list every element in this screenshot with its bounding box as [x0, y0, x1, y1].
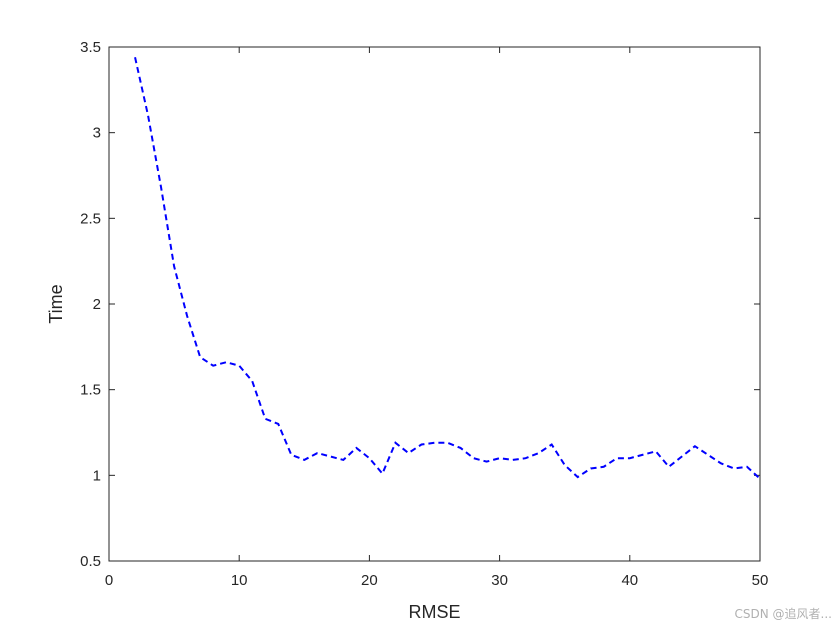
y-axis-label: Time	[46, 284, 66, 323]
y-tick-label: 1.5	[80, 382, 101, 399]
x-tick-label: 0	[105, 572, 113, 589]
x-tick-label: 40	[621, 572, 638, 589]
y-axis-ticks: 0.5 1 1.5 2 2.5 3 3.5	[80, 39, 760, 570]
x-axis-ticks: 0 10 20 30 40 50	[105, 47, 769, 589]
x-tick-label: 50	[752, 572, 769, 589]
y-tick-label: 0.5	[80, 553, 101, 570]
y-tick-label: 1	[93, 467, 101, 484]
x-tick-label: 10	[231, 572, 248, 589]
y-tick-label: 2.5	[80, 210, 101, 227]
y-tick-label: 2	[93, 296, 101, 313]
watermark: CSDN @追风者...	[734, 607, 832, 621]
y-tick-label: 3	[93, 125, 101, 142]
x-tick-label: 20	[361, 572, 378, 589]
plot-area	[108, 46, 761, 562]
y-tick-label: 3.5	[80, 39, 101, 56]
x-axis-label: RMSE	[408, 602, 460, 622]
x-tick-label: 30	[491, 572, 508, 589]
